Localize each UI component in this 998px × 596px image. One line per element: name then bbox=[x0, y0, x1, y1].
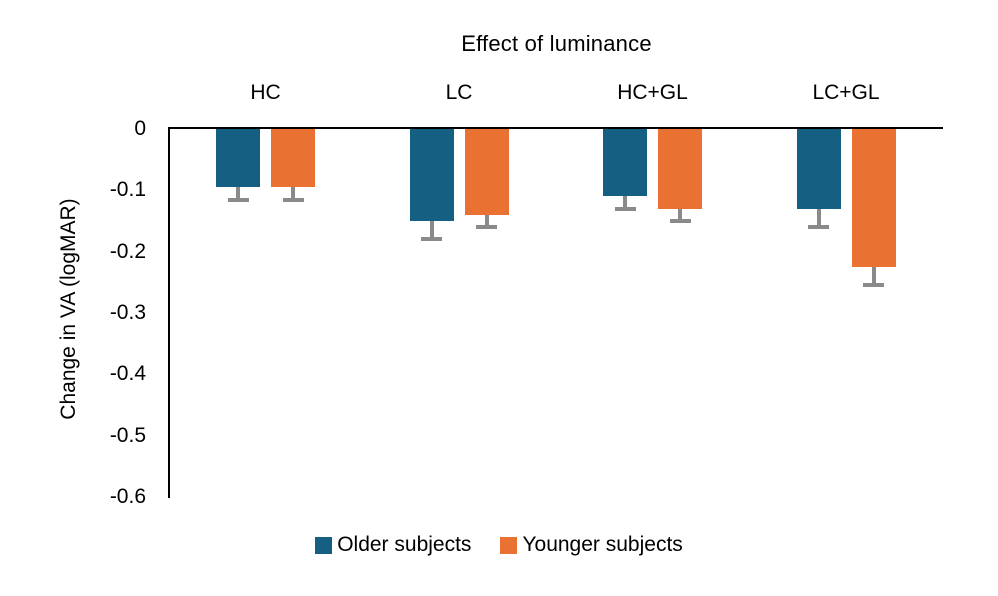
error-bar-stem-older-subjects-lc-gl bbox=[816, 208, 821, 228]
error-bar-stem-younger-subjects-hc bbox=[291, 187, 295, 200]
legend: Older subjects Younger subjects bbox=[0, 533, 998, 557]
bar-older-subjects-lc bbox=[409, 129, 454, 221]
bar-younger-subjects-hc bbox=[271, 129, 315, 188]
y-tick-label-1: -0.1 bbox=[109, 178, 146, 202]
error-bar-stem-older-subjects-hc bbox=[236, 187, 240, 200]
error-bar-cap-younger-subjects-lc bbox=[476, 225, 497, 230]
y-tick-label-6: -0.6 bbox=[109, 485, 146, 508]
error-bar-cap-older-subjects-hc bbox=[227, 197, 249, 202]
legend-item-younger-subjects: Younger subjects bbox=[500, 533, 683, 557]
legend-label: Older subjects bbox=[337, 533, 472, 556]
bar-older-subjects-lc-gl bbox=[796, 129, 841, 209]
legend-swatch-younger-subjects bbox=[500, 536, 518, 554]
x-axis-label-hc: HC bbox=[250, 81, 281, 104]
error-bar-cap-younger-subjects-hc-gl bbox=[669, 219, 691, 223]
error-bar-stem-younger-subjects-lc-gl bbox=[871, 267, 876, 286]
bar-older-subjects-hc bbox=[216, 129, 260, 188]
y-tick-label-2: -0.2 bbox=[109, 239, 146, 263]
error-bar-stem-older-subjects-hc-gl bbox=[623, 196, 627, 209]
bar-younger-subjects-hc-gl bbox=[658, 129, 702, 209]
error-bar-cap-younger-subjects-hc bbox=[282, 197, 304, 202]
error-bar-cap-older-subjects-hc-gl bbox=[614, 206, 636, 211]
y-tick-label-3: -0.3 bbox=[109, 301, 146, 324]
x-axis-label-hc-gl: HC+GL bbox=[617, 81, 688, 104]
y-tick-label-0: 0 bbox=[134, 117, 146, 140]
error-bar-cap-younger-subjects-lc-gl bbox=[863, 283, 884, 288]
bar-younger-subjects-lc bbox=[464, 129, 509, 215]
x-axis-label-lc-gl: LC+GL bbox=[812, 81, 880, 104]
error-bar-stem-younger-subjects-hc-gl bbox=[678, 208, 682, 221]
y-tick-label-5: -0.5 bbox=[109, 423, 146, 447]
x-axis-zero-line bbox=[170, 126, 943, 129]
legend-label: Younger subjects bbox=[522, 533, 683, 556]
error-bar-cap-older-subjects-lc-gl bbox=[808, 225, 829, 230]
error-bar-stem-younger-subjects-lc bbox=[484, 214, 489, 228]
error-bar-stem-older-subjects-lc bbox=[429, 221, 434, 240]
y-tick-label-4: -0.4 bbox=[109, 362, 146, 386]
chart-title: Effect of luminance bbox=[461, 31, 652, 56]
error-bar-cap-older-subjects-lc bbox=[421, 237, 442, 242]
legend-item-older-subjects: Older subjects bbox=[315, 533, 471, 557]
y-axis-line bbox=[167, 126, 170, 498]
bar-younger-subjects-lc-gl bbox=[851, 129, 896, 267]
x-axis-label-lc: LC bbox=[445, 81, 473, 104]
bar-older-subjects-hc-gl bbox=[603, 129, 647, 197]
legend-swatch-older-subjects bbox=[315, 536, 333, 554]
